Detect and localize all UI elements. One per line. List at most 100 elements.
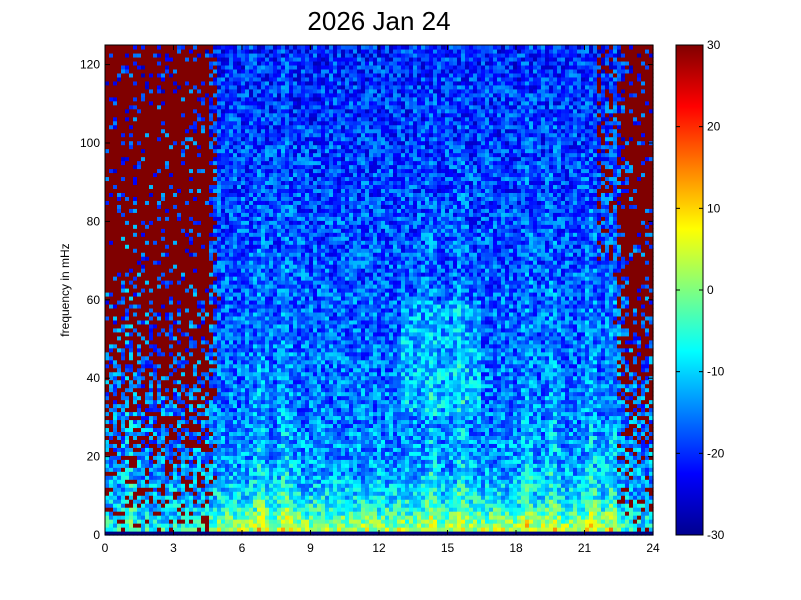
heatmap-cell bbox=[189, 216, 194, 221]
heatmap-cell bbox=[217, 248, 222, 253]
heatmap-cell bbox=[197, 72, 202, 78]
heatmap-cell bbox=[253, 303, 258, 309]
heatmap-cell bbox=[213, 307, 218, 313]
heatmap-cell bbox=[253, 483, 258, 488]
heatmap-cell bbox=[265, 359, 270, 365]
heatmap-cell bbox=[133, 72, 138, 78]
heatmap-cell bbox=[257, 284, 262, 289]
heatmap-cell bbox=[109, 475, 114, 480]
heatmap-cell bbox=[185, 224, 190, 229]
heatmap-cell bbox=[129, 479, 134, 484]
heatmap-cell bbox=[181, 447, 186, 452]
heatmap-cell bbox=[253, 164, 258, 170]
heatmap-cell bbox=[125, 515, 130, 520]
heatmap-cell bbox=[149, 407, 154, 413]
heatmap-cell bbox=[185, 455, 190, 460]
heatmap-cell bbox=[241, 463, 246, 468]
heatmap-cell bbox=[157, 527, 162, 532]
heatmap-cell bbox=[141, 120, 146, 126]
heatmap-cell bbox=[181, 351, 186, 357]
heatmap-cell bbox=[185, 327, 190, 333]
heatmap-cell bbox=[157, 415, 162, 421]
heatmap-cell bbox=[261, 379, 266, 385]
heatmap-cell bbox=[157, 303, 162, 309]
heatmap-cell bbox=[197, 495, 202, 500]
heatmap-cell bbox=[241, 228, 246, 233]
heatmap-cell bbox=[153, 407, 158, 413]
heatmap-cell bbox=[221, 479, 226, 484]
heatmap-cell bbox=[173, 180, 178, 186]
heatmap-cell bbox=[197, 196, 202, 201]
heatmap-cell bbox=[113, 248, 118, 253]
heatmap-cell bbox=[157, 212, 162, 217]
heatmap-cell bbox=[221, 303, 226, 309]
heatmap-cell bbox=[133, 387, 138, 393]
heatmap-cell bbox=[141, 148, 146, 154]
heatmap-cell bbox=[181, 156, 186, 162]
heatmap-cell bbox=[109, 351, 114, 357]
heatmap-cell bbox=[221, 84, 226, 90]
heatmap-cell bbox=[249, 116, 254, 122]
heatmap-cell bbox=[117, 180, 122, 186]
heatmap-cell bbox=[161, 104, 166, 110]
heatmap-cell bbox=[261, 331, 266, 337]
heatmap-cell bbox=[193, 419, 198, 425]
heatmap-cell bbox=[197, 264, 202, 269]
heatmap-cell bbox=[257, 339, 262, 345]
heatmap-cell bbox=[165, 415, 170, 421]
heatmap-cell bbox=[181, 519, 186, 524]
heatmap-cell bbox=[181, 112, 186, 118]
heatmap-cell bbox=[161, 531, 166, 536]
heatmap-cell bbox=[121, 288, 126, 293]
heatmap-cell bbox=[237, 499, 242, 504]
heatmap-cell bbox=[129, 96, 134, 102]
heatmap-cell bbox=[209, 52, 214, 58]
heatmap-cell bbox=[129, 487, 134, 492]
heatmap-cell bbox=[213, 375, 218, 381]
heatmap-cell bbox=[221, 391, 226, 397]
heatmap-cell bbox=[173, 419, 178, 425]
heatmap-cell bbox=[221, 307, 226, 313]
heatmap-cell bbox=[213, 68, 218, 74]
heatmap-cell bbox=[157, 236, 162, 241]
heatmap-cell bbox=[121, 124, 126, 130]
heatmap-cell bbox=[245, 375, 250, 381]
heatmap-cell bbox=[133, 299, 138, 305]
heatmap-cell bbox=[149, 172, 154, 178]
heatmap-cell bbox=[177, 511, 182, 516]
heatmap-cell bbox=[149, 144, 154, 150]
heatmap-cell bbox=[257, 256, 262, 261]
heatmap-cell bbox=[209, 527, 214, 532]
heatmap-cell bbox=[173, 48, 178, 54]
heatmap-cell bbox=[149, 288, 154, 293]
heatmap-cell bbox=[165, 507, 170, 512]
heatmap-cell bbox=[157, 76, 162, 82]
heatmap-cell bbox=[261, 451, 266, 456]
heatmap-cell bbox=[245, 272, 250, 277]
heatmap-cell bbox=[221, 284, 226, 289]
heatmap-cell bbox=[153, 276, 158, 281]
heatmap-cell bbox=[153, 236, 158, 241]
heatmap-cell bbox=[141, 88, 146, 94]
heatmap-cell bbox=[149, 351, 154, 357]
heatmap-cell bbox=[181, 327, 186, 333]
heatmap-cell bbox=[265, 467, 270, 472]
heatmap-cell bbox=[137, 236, 142, 241]
heatmap-cell bbox=[177, 180, 182, 186]
heatmap-cell bbox=[173, 399, 178, 405]
heatmap-cell bbox=[205, 100, 210, 106]
heatmap-cell bbox=[237, 268, 242, 273]
heatmap-cell bbox=[253, 192, 258, 197]
heatmap-cell bbox=[233, 307, 238, 313]
heatmap-cell bbox=[121, 208, 126, 213]
heatmap-cell bbox=[125, 160, 130, 166]
heatmap-cell bbox=[229, 371, 234, 377]
heatmap-cell bbox=[209, 172, 214, 178]
heatmap-cell bbox=[113, 264, 118, 269]
heatmap-cell bbox=[137, 431, 142, 436]
heatmap-cell bbox=[197, 184, 202, 190]
heatmap-cell bbox=[153, 435, 158, 440]
heatmap-cell bbox=[169, 303, 174, 309]
heatmap-cell bbox=[233, 280, 238, 285]
heatmap-cell bbox=[117, 164, 122, 170]
